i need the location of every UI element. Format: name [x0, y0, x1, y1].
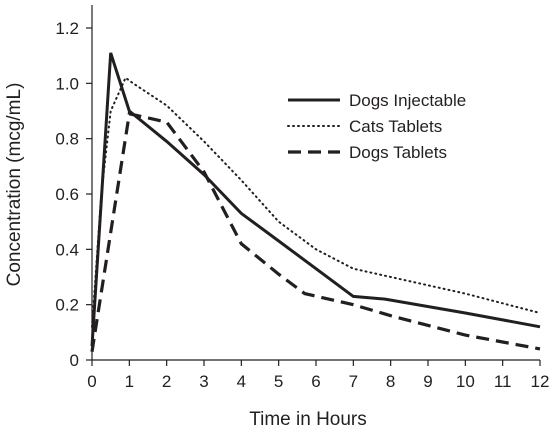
x-tick-label: 8	[386, 372, 395, 391]
x-tick-label: 10	[456, 372, 475, 391]
x-tick-label: 3	[199, 372, 208, 391]
x-tick-label: 2	[162, 372, 171, 391]
series-line-dogs-tablets	[90, 111, 541, 352]
y-tick-label: 0.2	[55, 296, 79, 315]
x-tick-label: 6	[311, 372, 320, 391]
y-tick-label: 1.2	[55, 19, 79, 38]
x-tick-label: 7	[349, 372, 358, 391]
x-tick-label: 9	[423, 372, 432, 391]
series-lines	[90, 52, 541, 352]
y-tick-label: 1.0	[55, 74, 79, 93]
y-tick-label: 0.4	[55, 240, 79, 259]
series-line-cats-tablets	[91, 76, 541, 328]
y-ticks: 0 0.2 0.4 0.6 0.8 1.0 1.2	[55, 19, 92, 370]
x-tick-label: 11	[494, 372, 512, 391]
legend-label: Dogs Tablets	[349, 143, 447, 162]
axes	[91, 5, 540, 361]
x-axis-label: Time in Hours	[249, 409, 367, 430]
x-tick-label: 5	[274, 372, 283, 391]
x-ticks: 0 1 2 3 4 5 6 7 8 9 10 11 12	[87, 360, 549, 391]
x-tick-label: 12	[531, 372, 550, 391]
x-tick-label: 4	[237, 372, 246, 391]
y-tick-label: 0.6	[55, 185, 79, 204]
x-tick-label: 0	[87, 372, 96, 391]
y-tick-label: 0	[70, 351, 79, 370]
series-line-dogs-injectable	[90, 52, 541, 347]
y-tick-label: 0.8	[55, 130, 79, 149]
legend: Dogs Injectable Cats Tablets Dogs Tablets	[287, 91, 466, 162]
legend-label: Cats Tablets	[349, 117, 442, 136]
x-tick-label: 1	[125, 372, 134, 391]
legend-label: Dogs Injectable	[349, 91, 466, 110]
y-axis-label: Concentration (mcg/mL)	[4, 83, 25, 287]
